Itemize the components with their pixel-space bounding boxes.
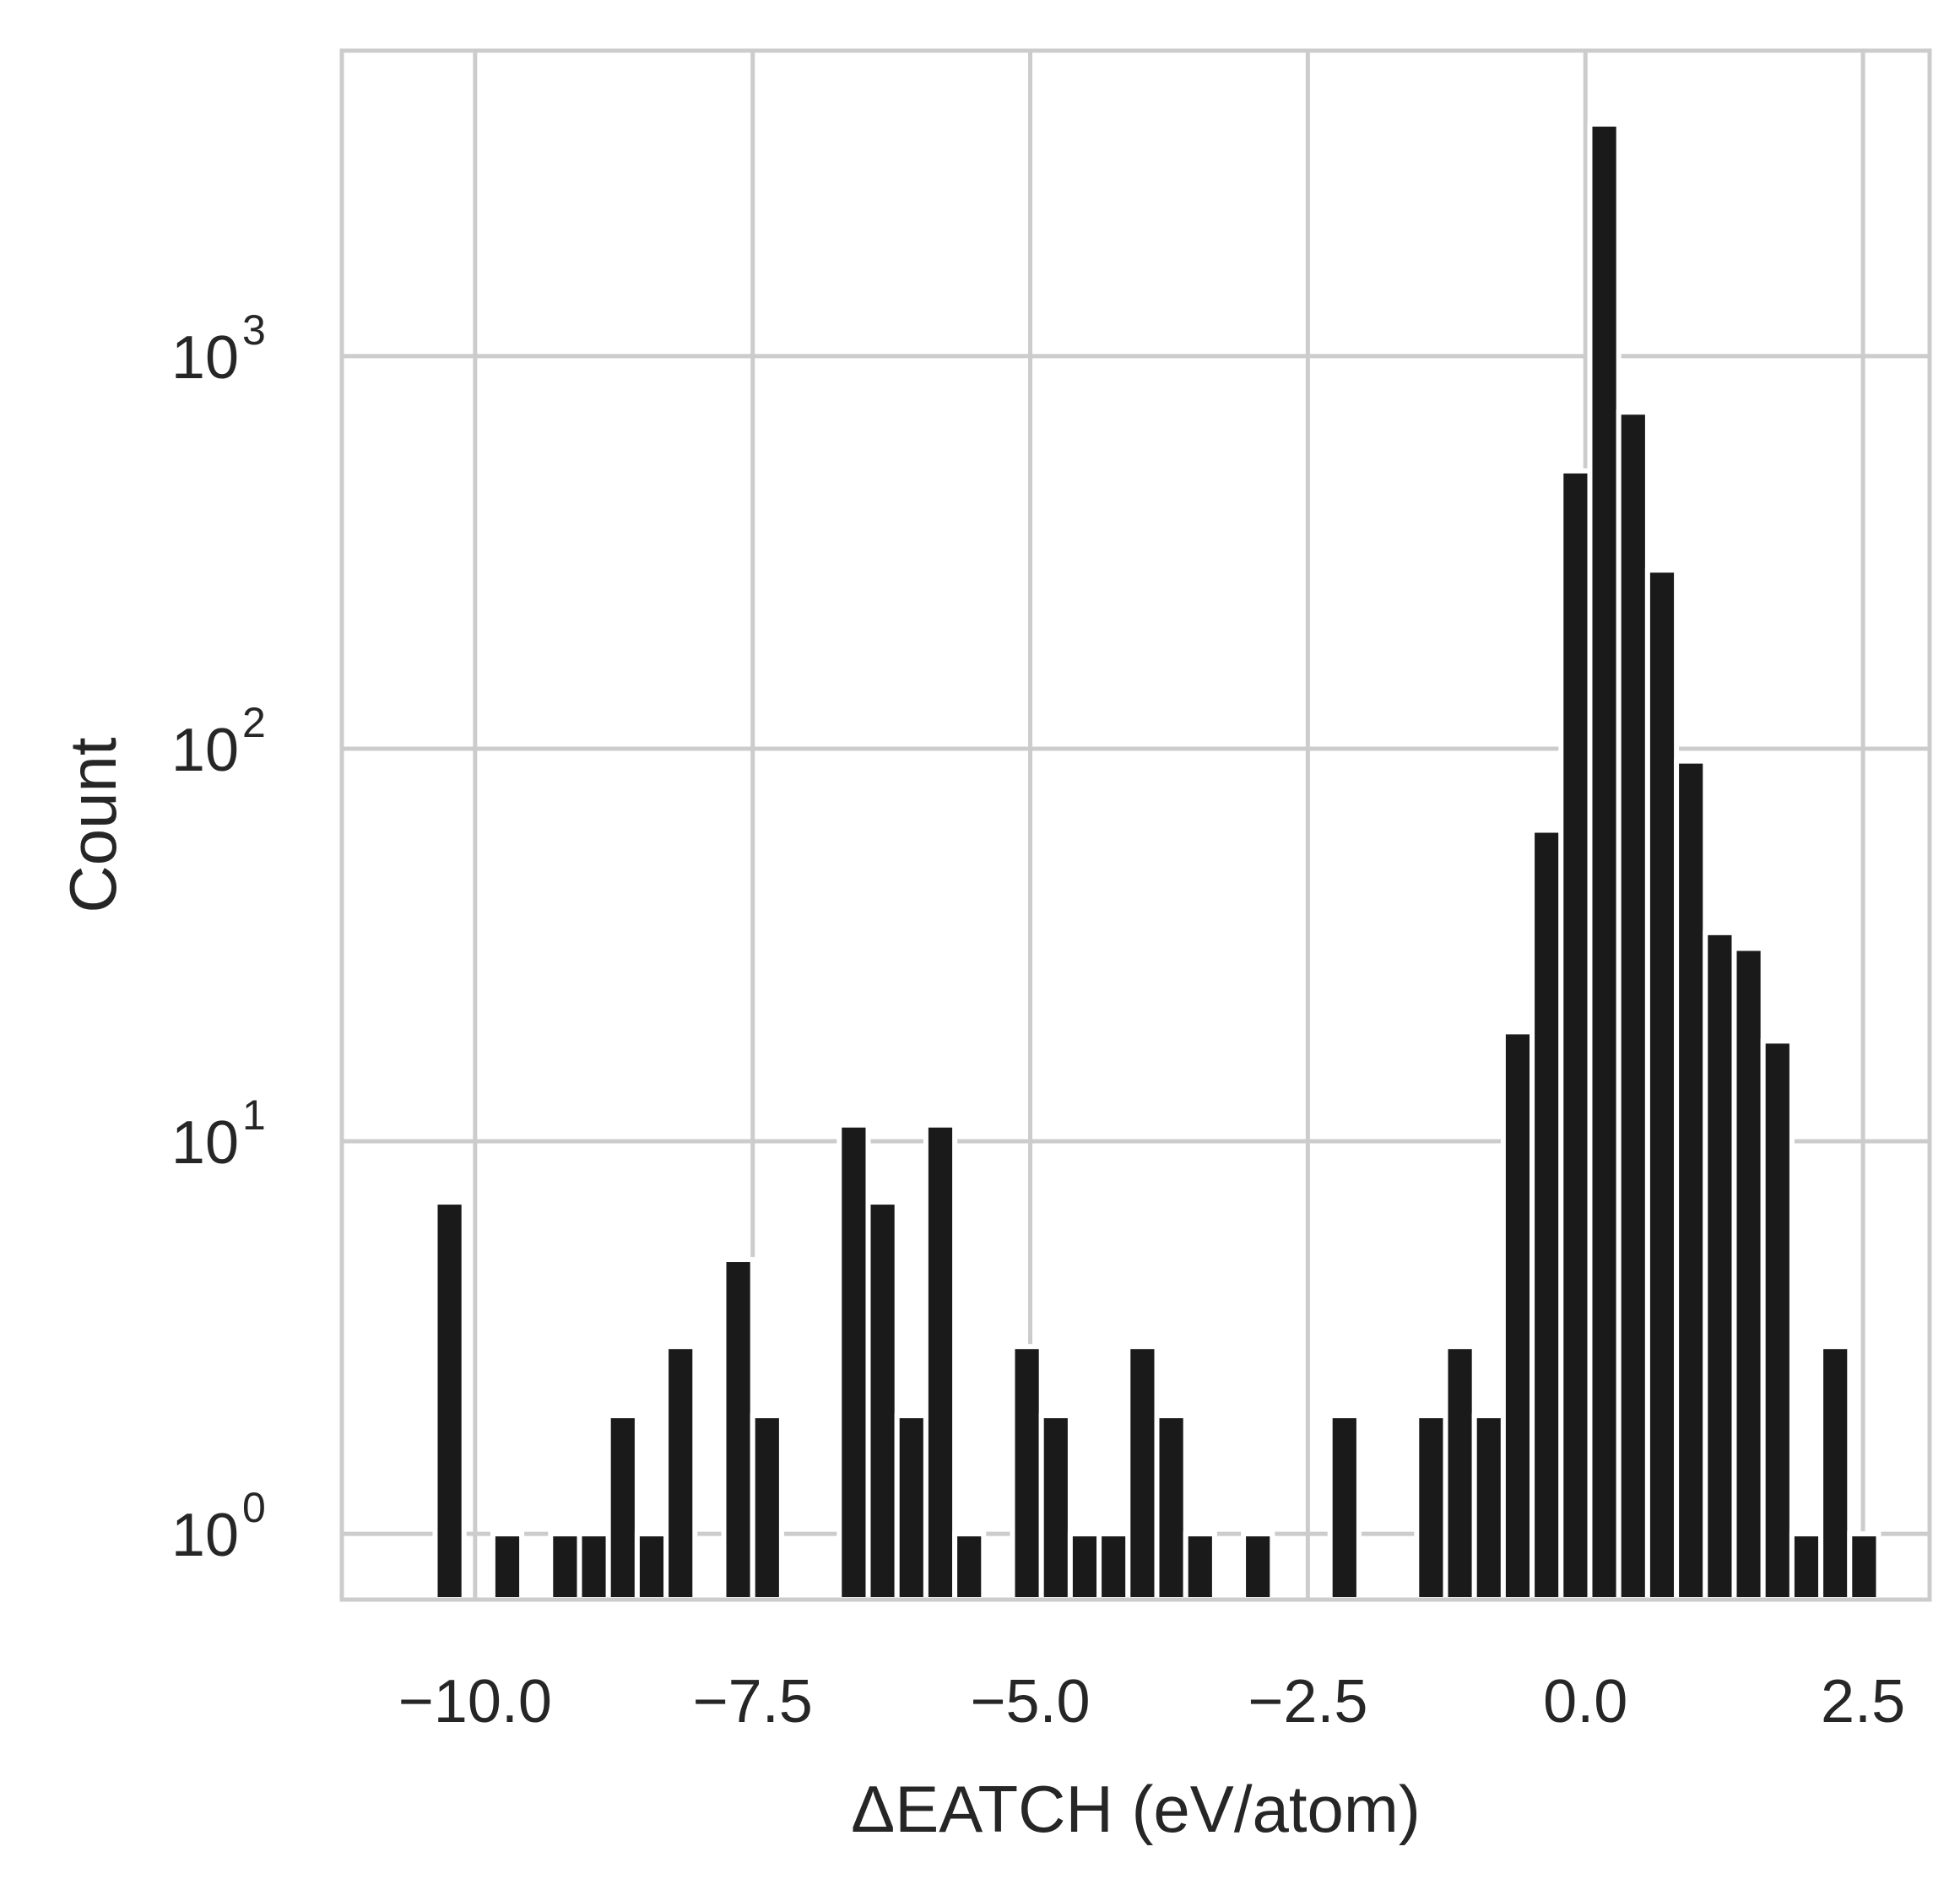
x-tick-label: −2.5 bbox=[1248, 1668, 1367, 1736]
x-tick-label: −10.0 bbox=[398, 1668, 552, 1736]
histogram-bar bbox=[1760, 1038, 1795, 1602]
histogram-bar bbox=[577, 1531, 611, 1602]
y-tick-label: 10 bbox=[171, 1109, 239, 1177]
y-tick-exponent: 3 bbox=[242, 306, 266, 354]
histogram-bar bbox=[1703, 929, 1737, 1602]
histogram-bar bbox=[1789, 1531, 1824, 1602]
histogram-bar bbox=[894, 1413, 929, 1602]
histogram-bar bbox=[1558, 468, 1593, 1603]
histogram-bar bbox=[1530, 827, 1564, 1602]
histogram-bar bbox=[1010, 1344, 1044, 1602]
y-tick-exponent: 2 bbox=[242, 699, 266, 746]
histogram-bar bbox=[1241, 1531, 1275, 1602]
histogram-bar bbox=[490, 1531, 525, 1602]
x-tick-label: −7.5 bbox=[693, 1668, 813, 1736]
histogram-bar bbox=[634, 1531, 669, 1602]
y-tick-label: 10 bbox=[171, 717, 239, 784]
histogram-bar bbox=[1616, 409, 1650, 1602]
histogram-bar bbox=[663, 1344, 698, 1602]
y-tick-label: 10 bbox=[171, 324, 239, 392]
histogram-bar bbox=[1414, 1413, 1448, 1602]
x-tick-label: −5.0 bbox=[970, 1668, 1090, 1736]
histogram-bar bbox=[750, 1413, 784, 1602]
histogram-bar bbox=[1096, 1531, 1131, 1602]
y-tick-exponent: 0 bbox=[242, 1484, 266, 1531]
x-axis-label: ΔEATCH (eV/atom) bbox=[851, 1772, 1421, 1846]
bars bbox=[432, 122, 1881, 1603]
histogram-bar bbox=[721, 1257, 755, 1602]
histogram-bar bbox=[1471, 1413, 1506, 1602]
histogram-bar bbox=[837, 1122, 871, 1603]
histogram-bar bbox=[923, 1122, 958, 1603]
histogram-bar bbox=[1154, 1413, 1188, 1602]
histogram-bar bbox=[605, 1413, 640, 1602]
x-tick-label: 2.5 bbox=[1821, 1668, 1905, 1736]
histogram-bar bbox=[432, 1199, 467, 1603]
histogram-bar bbox=[952, 1531, 987, 1602]
histogram-bar bbox=[1443, 1344, 1477, 1602]
histogram-bar bbox=[1644, 567, 1680, 1602]
histogram-bar bbox=[548, 1531, 582, 1602]
histogram-bar bbox=[1847, 1531, 1881, 1602]
y-tick-exponent: 1 bbox=[242, 1091, 266, 1139]
y-axis-label: Count bbox=[56, 737, 130, 912]
histogram-bar bbox=[1731, 945, 1766, 1603]
histogram-bar bbox=[1500, 1029, 1535, 1602]
histogram-bar bbox=[865, 1199, 900, 1603]
x-tick-labels: −10.0 −7.5 −5.0 −2.5 0.0 2.5 bbox=[398, 1668, 1905, 1736]
histogram-bar bbox=[1038, 1413, 1073, 1602]
plot-frame bbox=[339, 48, 1932, 1602]
y-tick-label: 10 bbox=[171, 1502, 239, 1569]
histogram-bar bbox=[1067, 1531, 1102, 1602]
x-tick-label: 0.0 bbox=[1543, 1668, 1627, 1736]
histogram-bar bbox=[1125, 1344, 1160, 1602]
histogram-bar bbox=[1183, 1531, 1217, 1602]
histogram-bar bbox=[1327, 1413, 1362, 1602]
histogram-bar bbox=[1674, 758, 1708, 1602]
histogram-bar bbox=[1818, 1344, 1853, 1602]
histogram-bar bbox=[1587, 122, 1622, 1602]
